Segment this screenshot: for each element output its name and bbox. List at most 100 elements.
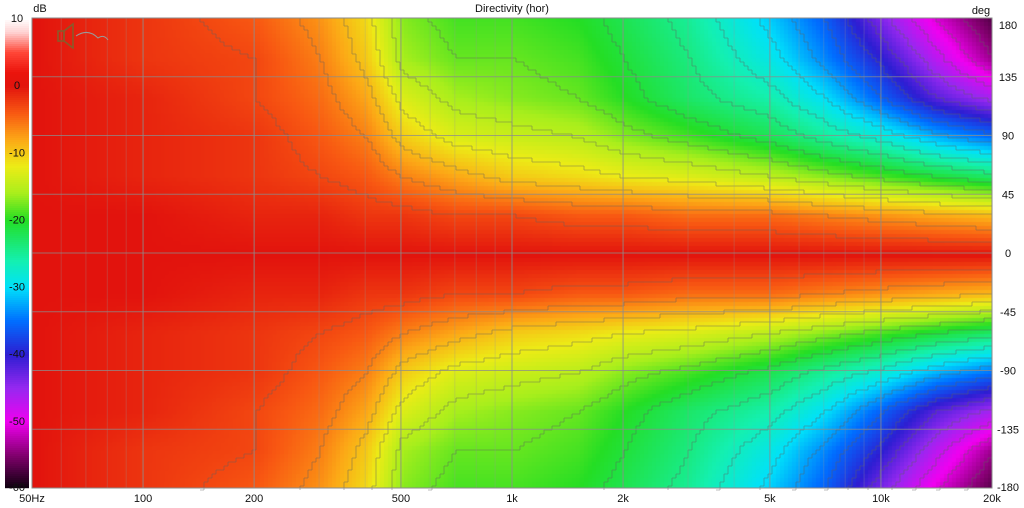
colorbar-segment	[5, 450, 29, 453]
colorbar-segment	[5, 262, 29, 265]
x-tick-label: 2k	[617, 493, 629, 505]
colorbar-segment	[5, 348, 29, 351]
colorbar-segment	[5, 302, 29, 305]
contour-path	[199, 18, 993, 491]
colorbar-segment	[5, 154, 29, 157]
colorbar-segment	[5, 82, 29, 85]
colorbar-segment	[5, 368, 29, 371]
colorbar-segment	[5, 112, 29, 115]
colorbar-tick-label: 10	[11, 13, 23, 25]
colorbar-segment	[5, 270, 29, 273]
colorbar-segment	[5, 300, 29, 303]
colorbar-segment	[5, 78, 29, 81]
colorbar-tick-label: 0	[14, 80, 20, 92]
colorbar-segment	[5, 418, 29, 421]
colorbar-segment	[5, 122, 29, 125]
y-tick-label: 45	[1002, 189, 1014, 201]
colorbar-segment	[5, 404, 29, 407]
colorbar-segment	[5, 144, 29, 147]
colorbar-segment	[5, 102, 29, 105]
colorbar-segment	[5, 124, 29, 127]
colorbar-unit-label: dB	[33, 3, 46, 15]
x-axis-ticks: 50Hz 100 200 500 1k 2k 5k 10k 20k	[19, 493, 1001, 505]
colorbar-segment	[5, 88, 29, 91]
colorbar-segment	[5, 18, 29, 21]
colorbar-segment	[5, 120, 29, 123]
colorbar-segment	[5, 458, 29, 461]
colorbar-segment	[5, 32, 29, 35]
colorbar-segment	[5, 394, 29, 397]
colorbar-segment	[5, 372, 29, 375]
colorbar-segment	[5, 468, 29, 471]
colorbar-segment	[5, 362, 29, 365]
y-tick-label: 135	[999, 72, 1017, 84]
colorbar-segment	[5, 406, 29, 409]
y-tick-label: -90	[1000, 366, 1016, 378]
colorbar-segment	[5, 420, 29, 423]
colorbar-segment	[5, 354, 29, 357]
colorbar-segment	[5, 310, 29, 313]
colorbar-segment	[5, 276, 29, 279]
colorbar-segment	[5, 390, 29, 393]
colorbar-segment	[5, 442, 29, 445]
colorbar-segment	[5, 116, 29, 119]
colorbar-segment	[5, 266, 29, 269]
colorbar-segment	[5, 190, 29, 193]
colorbar-segment	[5, 46, 29, 49]
colorbar-segment	[5, 108, 29, 111]
colorbar-segment	[5, 192, 29, 195]
colorbar-segment	[5, 62, 29, 65]
colorbar-segment	[5, 332, 29, 335]
colorbar-segment	[5, 166, 29, 169]
colorbar-segment	[5, 214, 29, 217]
colorbar-segment	[5, 160, 29, 163]
colorbar-segment	[5, 360, 29, 363]
colorbar-segment	[5, 374, 29, 377]
colorbar-segment	[5, 196, 29, 199]
colorbar-tick-label: -60	[9, 482, 25, 494]
colorbar-segment	[5, 350, 29, 353]
x-tick-label: 10k	[872, 493, 890, 505]
grid-lines	[32, 18, 992, 488]
colorbar-segment	[5, 278, 29, 281]
colorbar-segment	[5, 486, 29, 489]
colorbar-segment	[5, 478, 29, 481]
colorbar-segment	[5, 212, 29, 215]
colorbar-segment	[5, 72, 29, 75]
y-axis-ticks: 180 135 90 45 0 -45 -90 -135 -180	[997, 20, 1019, 494]
colorbar-segment	[5, 44, 29, 47]
colorbar-tick-label: -20	[9, 214, 25, 226]
colorbar-segment	[5, 132, 29, 135]
colorbar-segment	[5, 416, 29, 419]
colorbar-segment	[5, 140, 29, 143]
colorbar-segment	[5, 290, 29, 293]
colorbar-segment	[5, 130, 29, 133]
colorbar-segment	[5, 50, 29, 53]
colorbar-segment	[5, 138, 29, 141]
colorbar-segment	[5, 208, 29, 211]
colorbar-segment	[5, 100, 29, 103]
colorbar-segment	[5, 66, 29, 69]
colorbar-segment	[5, 22, 29, 25]
colorbar-segment	[5, 308, 29, 311]
plot-border	[31, 17, 993, 489]
colorbar-segment	[5, 186, 29, 189]
colorbar-segment	[5, 456, 29, 459]
colorbar-segment	[5, 454, 29, 457]
colorbar-segment	[5, 150, 29, 153]
colorbar-segment	[5, 284, 29, 287]
colorbar-segment	[5, 162, 29, 165]
colorbar-segment	[5, 314, 29, 317]
colorbar-segment	[5, 200, 29, 203]
colorbar-segment	[5, 76, 29, 79]
colorbar-segment	[5, 194, 29, 197]
colorbar-segment	[5, 240, 29, 243]
colorbar-segment	[5, 24, 29, 27]
colorbar-segment	[5, 436, 29, 439]
x-tick-label: 200	[245, 493, 263, 505]
colorbar-segment	[5, 446, 29, 449]
colorbar-segment	[5, 98, 29, 101]
colorbar-segment	[5, 90, 29, 93]
colorbar-segment	[5, 410, 29, 413]
colorbar-segment	[5, 448, 29, 451]
